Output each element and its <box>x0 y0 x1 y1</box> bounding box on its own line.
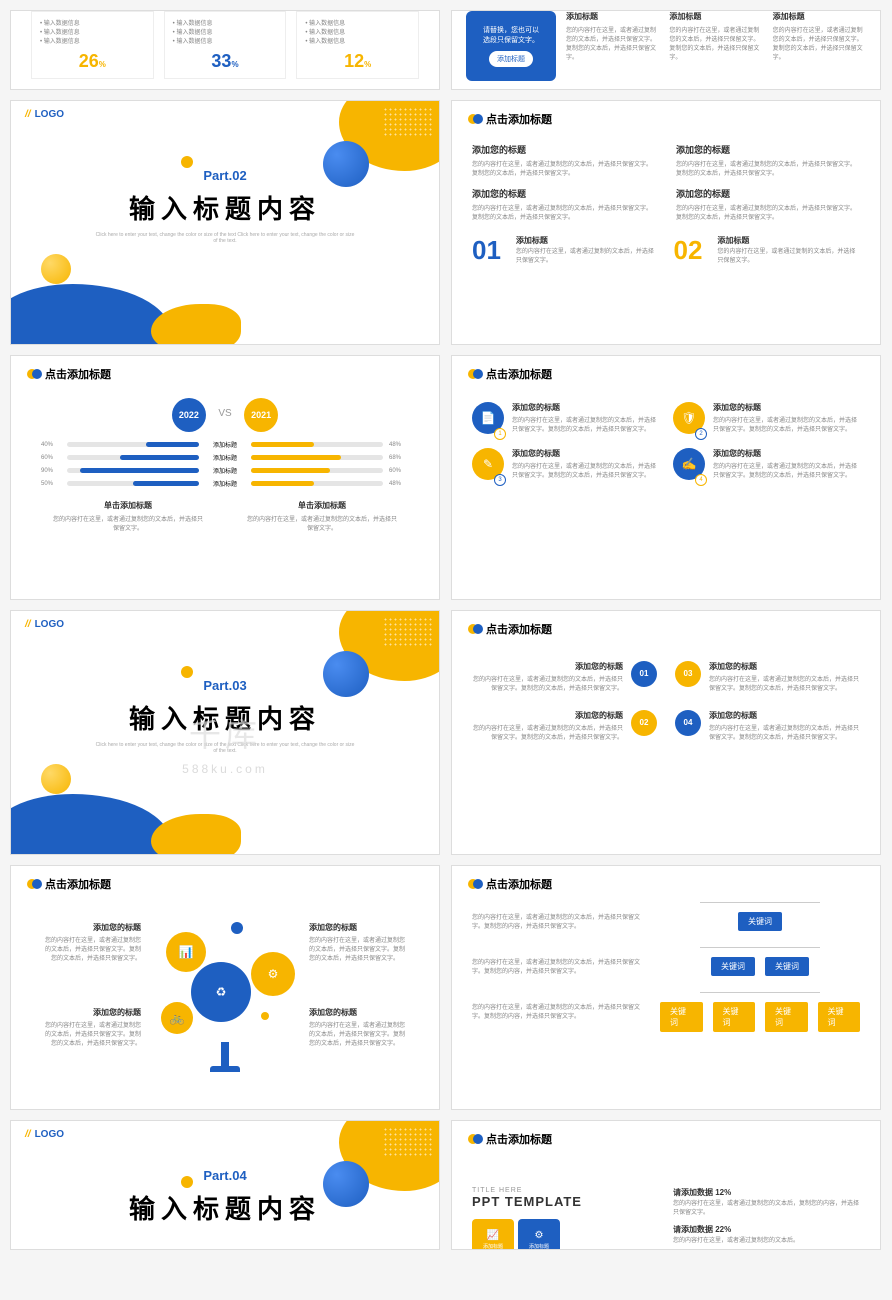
bar-row: 40%添加标题48% <box>11 438 439 451</box>
part-label: Part.03 <box>11 678 439 693</box>
logo-text: LOGO <box>35 619 64 630</box>
icon-item: 📄1添加您的标题您的内容打在这里，或者通过复制您的文本后，并选择只保留文字。复制… <box>472 402 659 434</box>
slide-header: 点击添加标题 <box>486 111 552 127</box>
big-num-02: 02 <box>674 235 703 266</box>
slide-vs-bars: 点击添加标题 2022 VS 2021 40%添加标题48%60%添加标题68%… <box>10 355 440 600</box>
ppt-template-title: PPT TEMPLATE <box>472 1194 659 1209</box>
org-node: 关键词 <box>711 957 755 976</box>
part-subtitle: Click here to enter your text, change th… <box>95 742 355 754</box>
slide-part-03: //LOGO Part.03 输入标题内容 Click here to ente… <box>10 610 440 855</box>
logo-text: LOGO <box>35 1129 64 1140</box>
num-text: 添加标题您的内容打在这里，或者通过复制的文本后，并选择只保留文字。 <box>516 235 659 264</box>
slide-icon-grid: 点击添加标题 📄1添加您的标题您的内容打在这里，或者通过复制您的文本后，并选择只… <box>451 355 881 600</box>
pct-col: 添加标题您的内容打在这里，或者通过复制您的文本后，并选择只保留文字。复制您的文本… <box>566 11 659 81</box>
part-main-title: 输入标题内容 <box>11 699 439 736</box>
ppt-card: ⚙添加标题 <box>518 1219 560 1250</box>
slide-tree: 点击添加标题 ♻ 📊 ⚙ 🚲 添加您的标题您的内容打在这里，或者通过复制您的文本… <box>10 865 440 1110</box>
icon-item: 🛡2添加您的标题您的内容打在这里，或者通过复制您的文本后，并选择只保留文字。复制… <box>673 402 860 434</box>
card-button[interactable]: 添加标题 <box>489 51 533 67</box>
org-node: 关键词 <box>818 1002 861 1032</box>
vs-foot-col: 单击添加标题您的内容打在这里，或者通过复制您的文本后，并选择只保留文字。 <box>51 500 205 532</box>
side-text: 添加您的标题您的内容打在这里，或者通过复制您的文本后，并选择只保留文字。复制您的… <box>41 1007 141 1047</box>
bike-icon: 🚲 <box>161 1002 193 1034</box>
icon-item: ✍4添加您的标题您的内容打在这里，或者通过复制您的文本后，并选择只保留文字。复制… <box>673 448 860 480</box>
icon-item: ✎3添加您的标题您的内容打在这里，或者通过复制您的文本后，并选择只保留文字。复制… <box>472 448 659 480</box>
slide-header: 点击添加标题 <box>486 366 552 382</box>
num-circle: 01 <box>631 661 657 687</box>
text-block: 添加您的标题您的内容打在这里，或者通过复制您的文本后，并选择只保留文字。复制您的… <box>472 143 656 177</box>
year-right: 2021 <box>244 398 278 432</box>
org-node: 关键词 <box>765 1002 808 1032</box>
org-node: 关键词 <box>765 957 809 976</box>
title-here: TITLE HERE <box>472 1187 659 1194</box>
pct-col: 添加标题您的内容打在这里，或者通过复制您的文本后，并选择只保留文字。复制您的文本… <box>773 11 866 81</box>
slide-header: 点击添加标题 <box>45 366 111 382</box>
stat-box: 输入数据信息输入数据信息输入数据信息 33% <box>164 11 287 79</box>
side-text: 添加您的标题您的内容打在这里，或者通过复制您的文本后，并选择只保留文字。复制您的… <box>309 1007 409 1047</box>
stat-value: 26 <box>79 51 99 71</box>
vs-label: VS <box>218 408 231 419</box>
watermark-sub: 588ku.com <box>182 762 268 776</box>
side-text: 添加您的标题您的内容打在这里，或者通过复制您的文本后，并选择只保留文字。复制您的… <box>309 922 409 962</box>
org-text: 您的内容打在这里，或者通过复制您的文本后，并选择只保留文字。复制您的内容，并选择… <box>472 912 650 930</box>
org-node: 关键词 <box>713 1002 756 1032</box>
text-block: 添加您的标题您的内容打在这里，或者通过复制您的文本后，并选择只保留文字。复制您的… <box>676 187 860 221</box>
num-text: 添加标题您的内容打在这里，或者通过复制的文本后，并选择只保留文字。 <box>717 235 860 264</box>
text-block: 添加您的标题您的内容打在这里，或者通过复制您的文本后，并选择只保留文字。复制您的… <box>472 187 656 221</box>
logo-text: LOGO <box>35 109 64 120</box>
stat-box: 输入数据信息输入数据信息输入数据信息 26% <box>31 11 154 79</box>
data-label: 请添加数据 12% <box>673 1187 860 1198</box>
slide-num-grid: 点击添加标题 添加您的标题您的内容打在这里，或者通过复制您的文本后，并选择只保留… <box>451 610 881 855</box>
part-main-title: 输入标题内容 <box>11 1189 439 1226</box>
org-node: 关键词 <box>738 912 782 931</box>
num-item: 添加您的标题您的内容打在这里，或者通过复制您的文本后，并选择只保留文字。复制您的… <box>472 710 657 741</box>
slide-pct-fragment: 请替换，您也可以选段只保留文字。 添加标题 添加标题您的内容打在这里，或者通过复… <box>451 10 881 90</box>
ppt-card: 📈添加标题 <box>472 1219 514 1250</box>
big-num-01: 01 <box>472 235 501 266</box>
stat-box: 输入数据信息输入数据信息输入数据信息 12% <box>296 11 419 79</box>
org-text: 您的内容打在这里，或者通过复制您的文本后，并选择只保留文字。复制您的内容，并选择… <box>472 957 650 975</box>
num-item: 04添加您的标题您的内容打在这里，或者通过复制您的文本后，并选择只保留文字。复制… <box>675 710 860 741</box>
bar-row: 50%添加标题48% <box>11 477 439 490</box>
vs-foot-col: 单击添加标题您的内容打在这里，或者通过复制您的文本后，并选择只保留文字。 <box>245 500 399 532</box>
slide-part-02: //LOGO Part.02 输入标题内容 Click here to ente… <box>10 100 440 345</box>
part-subtitle: Click here to enter your text, change th… <box>95 232 355 244</box>
slide-part-04: //LOGO Part.04 输入标题内容 <box>10 1120 440 1250</box>
slide-org-chart: 点击添加标题 您的内容打在这里，或者通过复制您的文本后，并选择只保留文字。复制您… <box>451 865 881 1110</box>
bar-row: 60%添加标题68% <box>11 451 439 464</box>
slide-header: 点击添加标题 <box>486 1131 552 1147</box>
slide-header: 点击添加标题 <box>486 876 552 892</box>
slide-ppt-template: 点击添加标题 TITLE HERE PPT TEMPLATE 📈添加标题 ⚙添加… <box>451 1120 881 1250</box>
part-main-title: 输入标题内容 <box>11 189 439 226</box>
stat-value: 12 <box>344 51 364 71</box>
bar-row: 90%添加标题60% <box>11 464 439 477</box>
num-circle: 04 <box>675 710 701 736</box>
pct-col: 添加标题您的内容打在这里，或者通过复制您的文本后，并选择只保留文字。复制您的文本… <box>669 11 762 81</box>
text-block: 添加您的标题您的内容打在这里，或者通过复制您的文本后，并选择只保留文字。复制您的… <box>676 143 860 177</box>
card-text: 请替换，您也可以选段只保留文字。 <box>480 25 542 45</box>
num-item: 03添加您的标题您的内容打在这里，或者通过复制您的文本后，并选择只保留文字。复制… <box>675 661 860 692</box>
year-left: 2022 <box>172 398 206 432</box>
slide-header: 点击添加标题 <box>486 621 552 637</box>
bullet: 输入数据信息 <box>40 18 145 27</box>
side-text: 添加您的标题您的内容打在这里，或者通过复制您的文本后，并选择只保留文字。复制您的… <box>41 922 141 962</box>
org-node: 关键词 <box>660 1002 703 1032</box>
num-circle: 02 <box>631 710 657 736</box>
num-circle: 03 <box>675 661 701 687</box>
stat-value: 33 <box>211 51 231 71</box>
chart-icon: 📊 <box>166 932 206 972</box>
blue-card: 请替换，您也可以选段只保留文字。 添加标题 <box>466 11 556 81</box>
num-item: 添加您的标题您的内容打在这里，或者通过复制您的文本后，并选择只保留文字。复制您的… <box>472 661 657 692</box>
org-text: 您的内容打在这里，或者通过复制您的文本后，并选择只保留文字。复制您的内容，并选择… <box>472 1002 650 1020</box>
recycle-icon: ♻ <box>191 962 251 1022</box>
slide-stats-fragment: 输入数据信息输入数据信息输入数据信息 26% 输入数据信息输入数据信息输入数据信… <box>10 10 440 90</box>
data-label: 请添加数据 22% <box>673 1224 860 1235</box>
gear-icon: ⚙ <box>251 952 295 996</box>
slide-header: 点击添加标题 <box>45 876 111 892</box>
slide-grid-text: 点击添加标题 添加您的标题您的内容打在这里，或者通过复制您的文本后，并选择只保留… <box>451 100 881 345</box>
part-label: Part.02 <box>11 168 439 183</box>
